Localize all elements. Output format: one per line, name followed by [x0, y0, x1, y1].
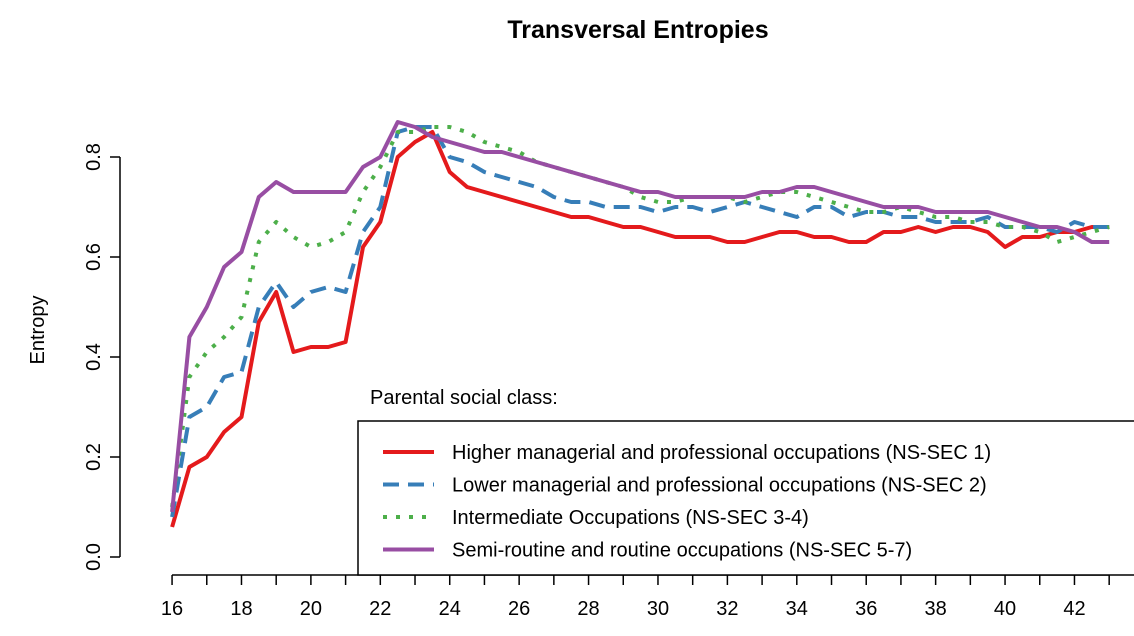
y-tick-label: 0.6: [83, 243, 105, 271]
y-tick-label: 0.8: [83, 143, 105, 171]
x-tick-label: 28: [577, 598, 599, 620]
x-tick-label: 40: [994, 598, 1016, 620]
legend-label: Higher managerial and professional occup…: [452, 442, 991, 464]
legend-label: Semi-routine and routine occupations (NS…: [452, 540, 912, 562]
legend-label: Lower managerial and professional occupa…: [452, 475, 987, 497]
x-tick-label: 38: [925, 598, 947, 620]
x-tick-label: 32: [716, 598, 738, 620]
x-tick-label: 22: [369, 598, 391, 620]
x-tick-label: 18: [230, 598, 252, 620]
x-tick-label: 16: [161, 598, 183, 620]
series-line: [170, 125, 1110, 518]
y-axis-label: Entropy: [27, 296, 49, 365]
y-tick-label: 0.2: [83, 443, 105, 471]
y-tick-label: 0.4: [83, 343, 105, 371]
y-tick-label: 0.0: [83, 543, 105, 571]
chart-title: Transversal Entropies: [507, 16, 768, 44]
x-tick-label: 34: [786, 598, 808, 620]
legend-box: [357, 420, 1134, 576]
legend-title: Parental social class:: [370, 387, 558, 409]
x-tick-label: 20: [300, 598, 322, 620]
series-line: [170, 130, 1110, 528]
x-tick-label: 36: [855, 598, 877, 620]
series-line: [170, 120, 1110, 513]
legend-label: Intermediate Occupations (NS-SEC 3-4): [452, 507, 809, 529]
x-tick-label: 24: [439, 598, 461, 620]
x-tick-label: 26: [508, 598, 530, 620]
x-tick-label: 42: [1063, 598, 1085, 620]
x-tick-label: 30: [647, 598, 669, 620]
